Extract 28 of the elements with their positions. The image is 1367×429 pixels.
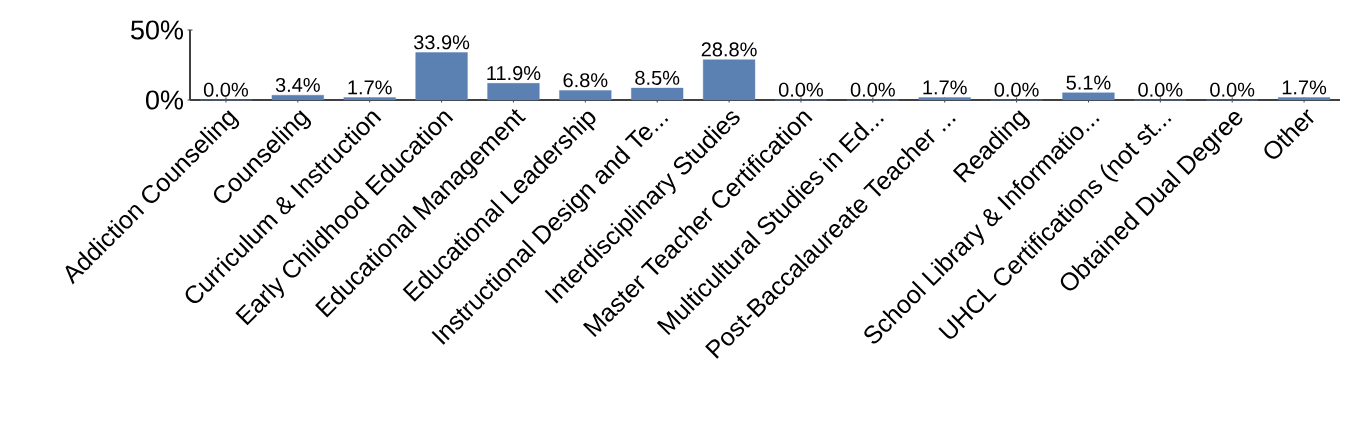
data-label: 8.5% (635, 70, 680, 85)
data-label: 5.1% (1066, 75, 1111, 90)
bar (702, 59, 756, 101)
bar (559, 90, 612, 101)
data-label: 28.8% (701, 42, 757, 57)
y-tick-label: 50% (131, 20, 184, 40)
data-label: 0.0% (1138, 82, 1183, 97)
bar (1278, 97, 1331, 101)
data-label: 11.9% (487, 65, 541, 81)
y-tick-label: 0% (146, 90, 184, 110)
bar (343, 97, 396, 101)
data-label: 1.7% (923, 80, 967, 95)
data-label: 3.4% (275, 77, 320, 93)
bar (918, 97, 971, 101)
data-label: 0.0% (994, 82, 1039, 97)
data-label: 0.0% (203, 82, 249, 97)
data-label: 0.0% (850, 82, 895, 97)
data-label: 0.0% (1210, 82, 1255, 97)
bar (271, 95, 324, 101)
bar (487, 83, 540, 101)
data-label: 33.9% (413, 35, 470, 50)
bar (1062, 92, 1115, 101)
data-label: 1.7% (1282, 80, 1327, 95)
data-label: 0.0% (778, 82, 824, 97)
bar (631, 87, 684, 101)
data-label: 6.8% (563, 73, 608, 88)
data-label: 1.7% (348, 80, 392, 95)
bar (415, 52, 468, 101)
